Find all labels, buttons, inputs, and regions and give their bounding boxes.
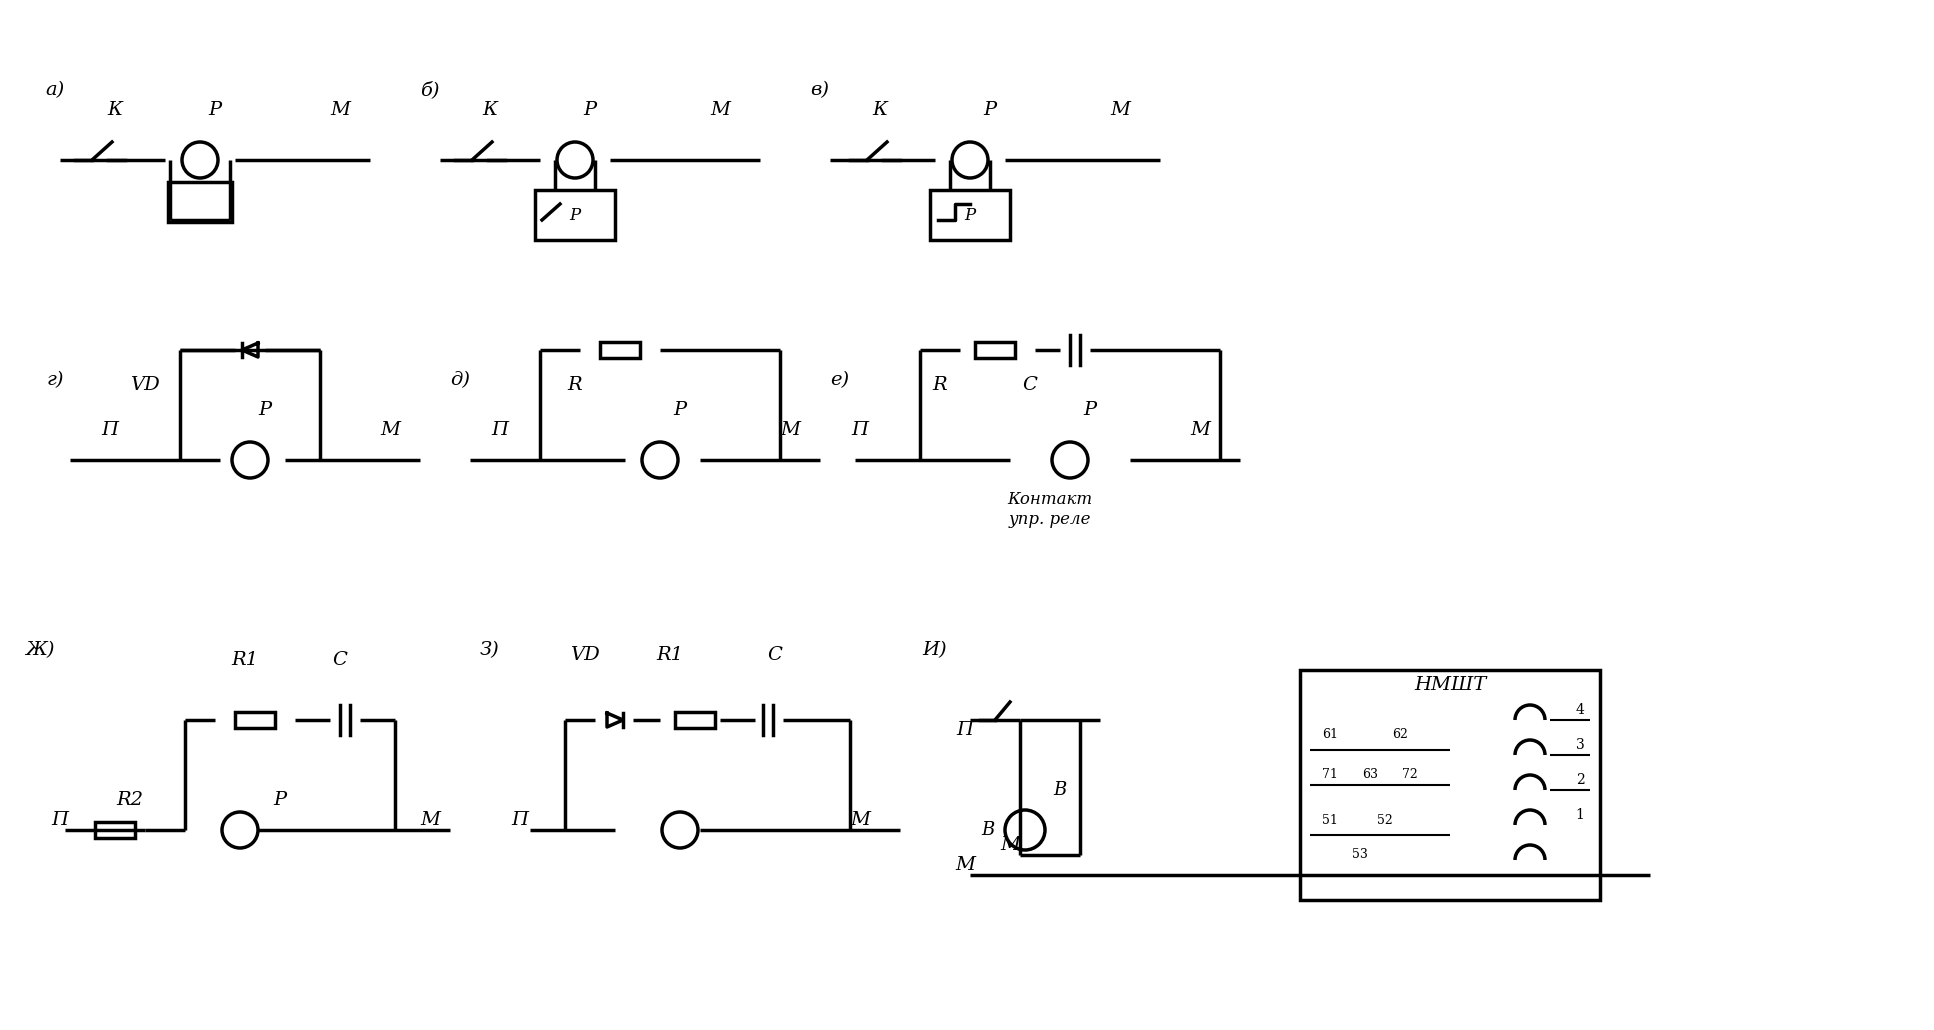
- Text: VD: VD: [571, 646, 600, 664]
- Text: М: М: [1189, 421, 1211, 439]
- Text: в): в): [810, 81, 830, 99]
- Text: 61: 61: [1323, 728, 1338, 742]
- Text: 72: 72: [1402, 768, 1418, 782]
- Text: З): З): [480, 641, 499, 659]
- Bar: [236, 712, 275, 728]
- Text: Р: Р: [584, 101, 596, 119]
- Text: В: В: [981, 821, 994, 839]
- Text: М: М: [1000, 836, 1019, 854]
- Text: R1: R1: [656, 646, 683, 664]
- Text: 62: 62: [1392, 728, 1408, 742]
- Bar: [975, 342, 1015, 358]
- Bar: [95, 822, 135, 838]
- Text: П: П: [957, 721, 973, 739]
- Text: VD: VD: [130, 376, 161, 394]
- Text: М: М: [420, 811, 441, 829]
- Text: М: М: [955, 856, 975, 874]
- Text: М: М: [779, 421, 801, 439]
- Bar: [930, 190, 1010, 240]
- Bar: [536, 190, 615, 240]
- Text: R: R: [932, 376, 948, 394]
- Bar: [168, 182, 232, 222]
- Text: 3: 3: [1576, 739, 1584, 752]
- Text: М: М: [1110, 101, 1129, 119]
- Text: Контакт: Контакт: [1008, 491, 1093, 509]
- Text: И): И): [923, 641, 948, 659]
- Text: Ж): Ж): [25, 641, 54, 659]
- Text: 2: 2: [1576, 772, 1584, 787]
- Text: П: П: [851, 421, 868, 439]
- Text: П: П: [491, 421, 509, 439]
- Text: б): б): [420, 81, 439, 99]
- Text: г): г): [46, 371, 64, 389]
- Text: М: М: [379, 421, 400, 439]
- Text: П: П: [101, 421, 118, 439]
- Text: М: М: [851, 811, 870, 829]
- Bar: [675, 712, 716, 728]
- Text: R1: R1: [232, 651, 259, 670]
- Text: К: К: [872, 101, 888, 119]
- Text: 53: 53: [1352, 849, 1367, 861]
- Text: Р: Р: [209, 101, 222, 119]
- Text: Р: Р: [982, 101, 996, 119]
- Text: М: М: [331, 101, 350, 119]
- Text: 63: 63: [1362, 768, 1379, 782]
- Text: Р: Р: [259, 401, 271, 419]
- Text: НМШТ: НМШТ: [1414, 676, 1485, 694]
- Text: 71: 71: [1323, 768, 1338, 782]
- Text: Р: Р: [273, 791, 286, 809]
- Text: 51: 51: [1323, 814, 1338, 826]
- Text: R: R: [569, 376, 582, 394]
- Text: С: С: [1023, 376, 1037, 394]
- Text: М: М: [710, 101, 729, 119]
- Text: К: К: [108, 101, 122, 119]
- Text: Р: Р: [965, 206, 975, 224]
- Text: 4: 4: [1576, 703, 1584, 717]
- Text: П: П: [511, 811, 528, 829]
- Text: С: С: [333, 651, 348, 670]
- Text: 1: 1: [1576, 808, 1584, 822]
- Text: R2: R2: [116, 791, 143, 809]
- Text: а): а): [44, 81, 64, 99]
- Bar: [600, 342, 640, 358]
- Text: П: П: [52, 811, 68, 829]
- Text: 52: 52: [1377, 814, 1392, 826]
- Text: Р: Р: [569, 206, 580, 224]
- Text: упр. реле: упр. реле: [1010, 512, 1091, 528]
- Text: В: В: [1054, 781, 1068, 799]
- Text: Р: Р: [1083, 401, 1097, 419]
- Text: К: К: [482, 101, 497, 119]
- Text: д): д): [451, 371, 470, 389]
- Bar: [1300, 670, 1599, 900]
- Text: Р: Р: [673, 401, 687, 419]
- Text: С: С: [768, 646, 783, 664]
- Text: е): е): [830, 371, 849, 389]
